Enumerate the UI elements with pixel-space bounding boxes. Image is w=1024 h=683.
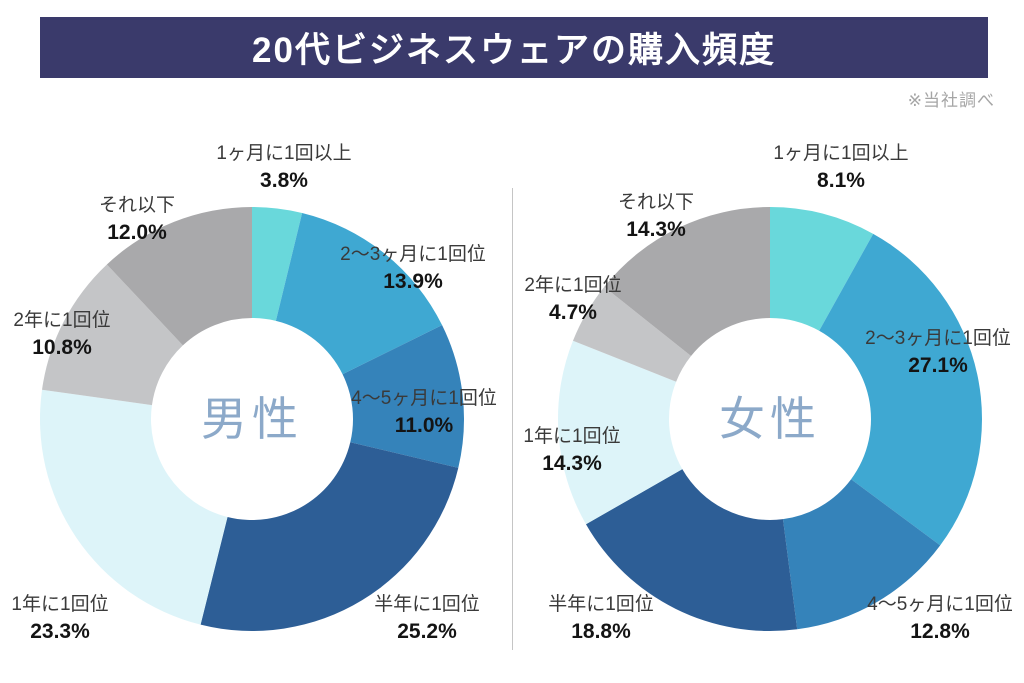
segment-percent-text: 12.0% [107,221,167,244]
donut-segment-female-3 [585,469,798,632]
segment-percent-text: 10.8% [32,336,92,359]
donut-segment-male-4 [39,389,228,625]
segment-category-text: 4～5ヶ月に1回位 [351,388,497,409]
segment-category-text: それ以下 [617,192,695,213]
segment-category-text: 半年に1回位 [374,594,480,615]
segment-label-male-6: それ以下 12.0% [99,192,175,246]
donut-segment-male-6 [106,207,252,346]
segment-percent-text: 14.3% [626,218,686,241]
chart-center-label-female: 女性 [719,393,821,445]
segment-label-female-4: 1年に1回位 14.3% [523,423,620,477]
segment-percent-text: 3.8% [260,169,308,192]
segment-category-text: 1ヶ月に1回以上 [773,143,909,164]
donut-segment-female-0 [770,207,874,331]
segment-category-text: 半年に1回位 [548,594,654,615]
donut-segment-male-3 [200,442,459,632]
donut-segment-male-5 [42,264,183,406]
segment-percent-text: 27.1% [908,354,968,377]
segment-category-text: 2年に1回位 [524,275,622,296]
segment-label-female-6: それ以下 14.3% [618,189,694,243]
segment-percent-text: 25.2% [397,620,457,643]
segment-label-female-0: 1ヶ月に1回以上 8.1% [773,140,908,194]
segment-label-male-0: 1ヶ月に1回以上 3.8% [216,140,351,194]
segment-percent-text: 12.8% [910,620,970,643]
segment-label-female-2: 4～5ヶ月に1回位 12.8% [867,591,1013,645]
segment-percent-text: 4.7% [549,301,597,324]
segment-label-female-1: 2～3ヶ月に1回位 27.1% [865,325,1011,379]
donut-segment-female-2 [782,479,941,630]
title-banner: 20代ビジネスウェアの購入頻度 [40,17,988,78]
donut-segment-female-1 [819,233,982,546]
segment-category-text: 4～5ヶ月に1回位 [867,594,1013,615]
segment-category-text: 1年に1回位 [11,594,109,615]
donut-segment-male-0 [252,207,303,321]
segment-label-male-3: 半年に1回位 25.2% [374,591,480,645]
segment-category-text: 2年に1回位 [13,310,111,331]
segment-category-text: それ以下 [98,195,176,216]
chart-center-label-male: 男性 [201,393,303,445]
segment-percent-text: 23.3% [30,620,90,643]
segment-label-male-1: 2～3ヶ月に1回位 13.9% [340,241,486,295]
donut-segment-male-2 [342,325,465,468]
segment-label-male-5: 2年に1回位 10.8% [13,307,110,361]
donut-segment-female-5 [572,286,692,382]
segment-percent-text: 14.3% [542,452,602,475]
segment-label-female-5: 2年に1回位 4.7% [524,272,621,326]
segment-percent-text: 11.0% [394,414,454,437]
segment-percent-text: 8.1% [817,169,865,192]
segment-label-male-4: 1年に1回位 23.3% [11,591,108,645]
page-title: 20代ビジネスウェアの購入頻度 [252,31,776,70]
segment-category-text: 1年に1回位 [523,426,621,447]
donut-segment-female-6 [604,207,770,357]
segment-percent-text: 13.9% [383,270,443,293]
source-note: ※当社調べ [907,91,995,110]
segment-label-female-3: 半年に1回位 18.8% [548,591,654,645]
segment-category-text: 1ヶ月に1回以上 [216,143,352,164]
donut-segment-female-4 [557,340,683,525]
donut-segment-male-1 [275,213,443,375]
segment-category-text: 2～3ヶ月に1回位 [340,244,486,265]
vertical-divider [512,188,513,650]
segment-percent-text: 18.8% [571,620,631,643]
segment-category-text: 2～3ヶ月に1回位 [865,328,1011,349]
segment-label-male-2: 4～5ヶ月に1回位 11.0% [351,385,497,439]
donut-chart-male [39,207,465,632]
donut-chart-female [557,207,982,632]
